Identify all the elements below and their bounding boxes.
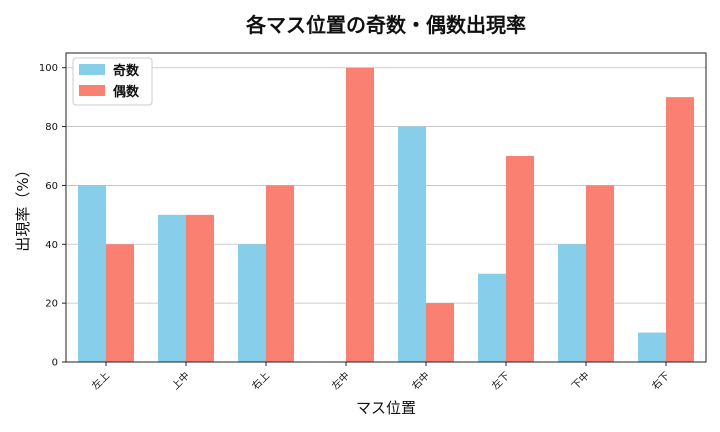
y-tick-label: 20 — [45, 299, 58, 310]
y-tick-label: 80 — [45, 122, 58, 133]
bar-even-1 — [186, 214, 214, 362]
y-tick-label: 100 — [39, 63, 58, 74]
bar-even-2 — [266, 185, 294, 362]
bar-even-5 — [506, 156, 534, 362]
x-tick-label: 右上 — [249, 369, 272, 392]
y-tick-label: 0 — [52, 358, 58, 369]
legend-label-odd: 奇数 — [113, 63, 140, 79]
bar-even-6 — [586, 185, 614, 362]
bar-odd-2 — [238, 244, 266, 362]
x-tick-label: 下中 — [569, 369, 592, 392]
bar-odd-6 — [558, 244, 586, 362]
bar-even-3 — [346, 67, 374, 362]
x-tick-label: 左上 — [89, 369, 112, 392]
x-tick-label: 右中 — [409, 369, 432, 392]
bar-even-4 — [426, 303, 454, 362]
x-axis-ticks: 左上 上中 右上 左中 右中 左下 下中 右下 — [89, 362, 672, 392]
bar-odd-0 — [78, 185, 106, 362]
x-axis-label: マス位置 — [356, 399, 416, 417]
legend-swatch-even — [79, 85, 105, 96]
y-tick-label: 40 — [45, 240, 58, 251]
legend: 奇数 偶数 — [72, 57, 153, 106]
x-tick-label: 右下 — [649, 369, 672, 392]
x-tick-label: 左中 — [329, 369, 352, 392]
legend-label-even: 偶数 — [113, 84, 140, 100]
chart-title: 各マス位置の奇数・偶数出現率 — [245, 13, 526, 37]
bar-even-7 — [666, 97, 694, 363]
plot-frame — [65, 52, 707, 363]
legend-swatch-odd — [79, 64, 105, 75]
y-axis-ticks: 0 20 40 60 80 100 — [39, 63, 66, 369]
bar-even-0 — [106, 244, 134, 362]
bars — [78, 67, 694, 363]
bar-odd-5 — [478, 273, 506, 362]
bar-odd-4 — [398, 126, 426, 362]
y-tick-label: 60 — [45, 181, 58, 192]
x-tick-label: 左下 — [489, 369, 512, 392]
x-tick-label: 上中 — [169, 369, 192, 392]
y-axis-label: 出現率（%） — [14, 162, 32, 251]
bar-odd-7 — [638, 332, 666, 362]
bar-odd-1 — [158, 214, 186, 362]
